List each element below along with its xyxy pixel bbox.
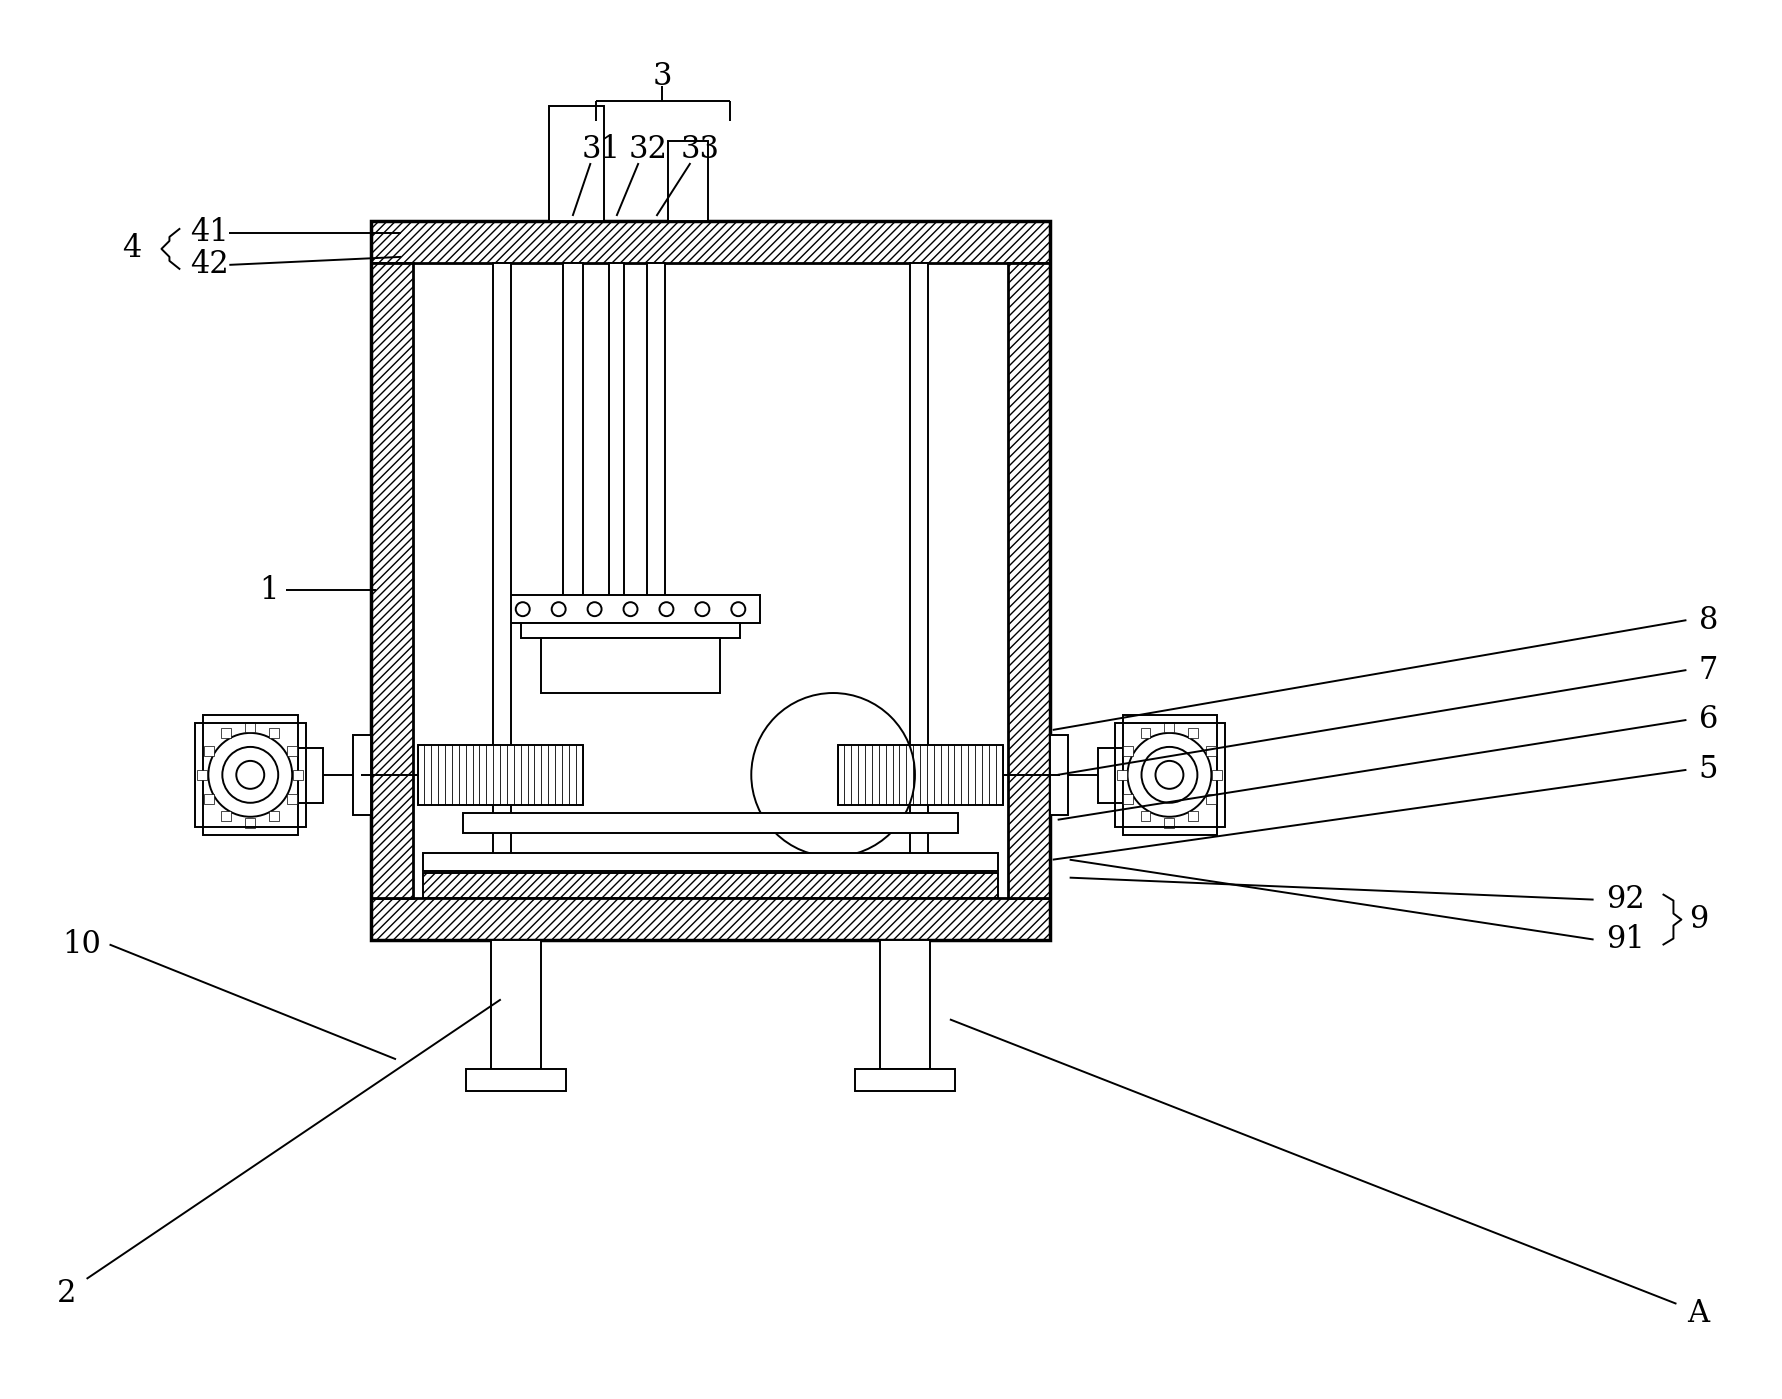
Circle shape [223, 747, 278, 803]
Bar [540, 638, 720, 693]
Text: 31: 31 [581, 133, 620, 165]
Text: 6: 6 [1698, 705, 1718, 736]
Bar [221, 729, 232, 739]
Bar [1114, 723, 1224, 827]
Bar [221, 811, 232, 821]
Text: 10: 10 [62, 929, 102, 960]
Circle shape [588, 602, 601, 616]
Bar [1050, 734, 1067, 814]
Bar [196, 723, 307, 827]
Text: 3: 3 [652, 60, 672, 92]
Bar [1212, 769, 1222, 779]
Circle shape [551, 602, 565, 616]
Bar [246, 722, 255, 732]
Text: 7: 7 [1698, 655, 1718, 686]
Text: 92: 92 [1606, 884, 1645, 915]
Bar [1189, 729, 1198, 739]
Text: A: A [1686, 1298, 1709, 1329]
Bar [855, 1069, 955, 1091]
Bar [668, 141, 707, 221]
Bar [203, 746, 214, 755]
Bar [1205, 746, 1215, 755]
Bar [292, 769, 303, 779]
Text: 41: 41 [191, 217, 228, 249]
Bar [1098, 748, 1123, 803]
Bar [371, 898, 1050, 940]
Bar [246, 818, 255, 828]
Bar [1140, 811, 1149, 821]
Text: 2: 2 [57, 1279, 77, 1309]
Bar [838, 744, 1001, 804]
Bar [1123, 715, 1217, 835]
Bar [287, 746, 296, 755]
Bar [909, 263, 927, 887]
Circle shape [237, 761, 264, 789]
Bar [203, 793, 214, 804]
Bar [1007, 263, 1050, 898]
Bar [203, 715, 298, 835]
Bar [1164, 818, 1174, 828]
Bar [371, 221, 1050, 263]
Circle shape [624, 602, 638, 616]
Bar [490, 940, 540, 1069]
Bar [647, 263, 665, 610]
Bar [549, 106, 604, 221]
Bar [1116, 769, 1126, 779]
Text: 5: 5 [1698, 754, 1718, 785]
Text: 8: 8 [1698, 604, 1718, 635]
Bar [371, 221, 1050, 940]
Bar [463, 813, 957, 832]
Bar [1164, 722, 1174, 732]
Bar [880, 940, 930, 1069]
Bar [1123, 793, 1132, 804]
Bar [608, 263, 624, 610]
Bar [298, 748, 323, 803]
Circle shape [515, 602, 529, 616]
Bar [287, 793, 296, 804]
Bar [1140, 729, 1149, 739]
Text: 32: 32 [629, 133, 668, 165]
Bar [1123, 746, 1132, 755]
Text: 9: 9 [1688, 904, 1707, 935]
Text: 42: 42 [191, 249, 228, 280]
Bar [492, 263, 510, 887]
Circle shape [1155, 761, 1183, 789]
Bar [520, 623, 740, 638]
Bar [501, 595, 759, 623]
Bar [371, 263, 413, 898]
Text: 1: 1 [260, 575, 278, 606]
Bar [422, 853, 998, 870]
Bar [563, 263, 583, 610]
Bar [1189, 811, 1198, 821]
Circle shape [731, 602, 745, 616]
Text: 4: 4 [121, 234, 141, 264]
Bar [269, 729, 280, 739]
Bar [422, 873, 998, 898]
Circle shape [659, 602, 674, 616]
Bar [417, 744, 583, 804]
Bar [269, 811, 280, 821]
Circle shape [695, 602, 709, 616]
Bar [198, 769, 207, 779]
Circle shape [1126, 733, 1210, 817]
Circle shape [1140, 747, 1198, 803]
Text: 91: 91 [1606, 923, 1645, 956]
Bar [1205, 793, 1215, 804]
Bar [353, 734, 371, 814]
Text: 33: 33 [681, 133, 720, 165]
Bar [465, 1069, 565, 1091]
Circle shape [208, 733, 292, 817]
